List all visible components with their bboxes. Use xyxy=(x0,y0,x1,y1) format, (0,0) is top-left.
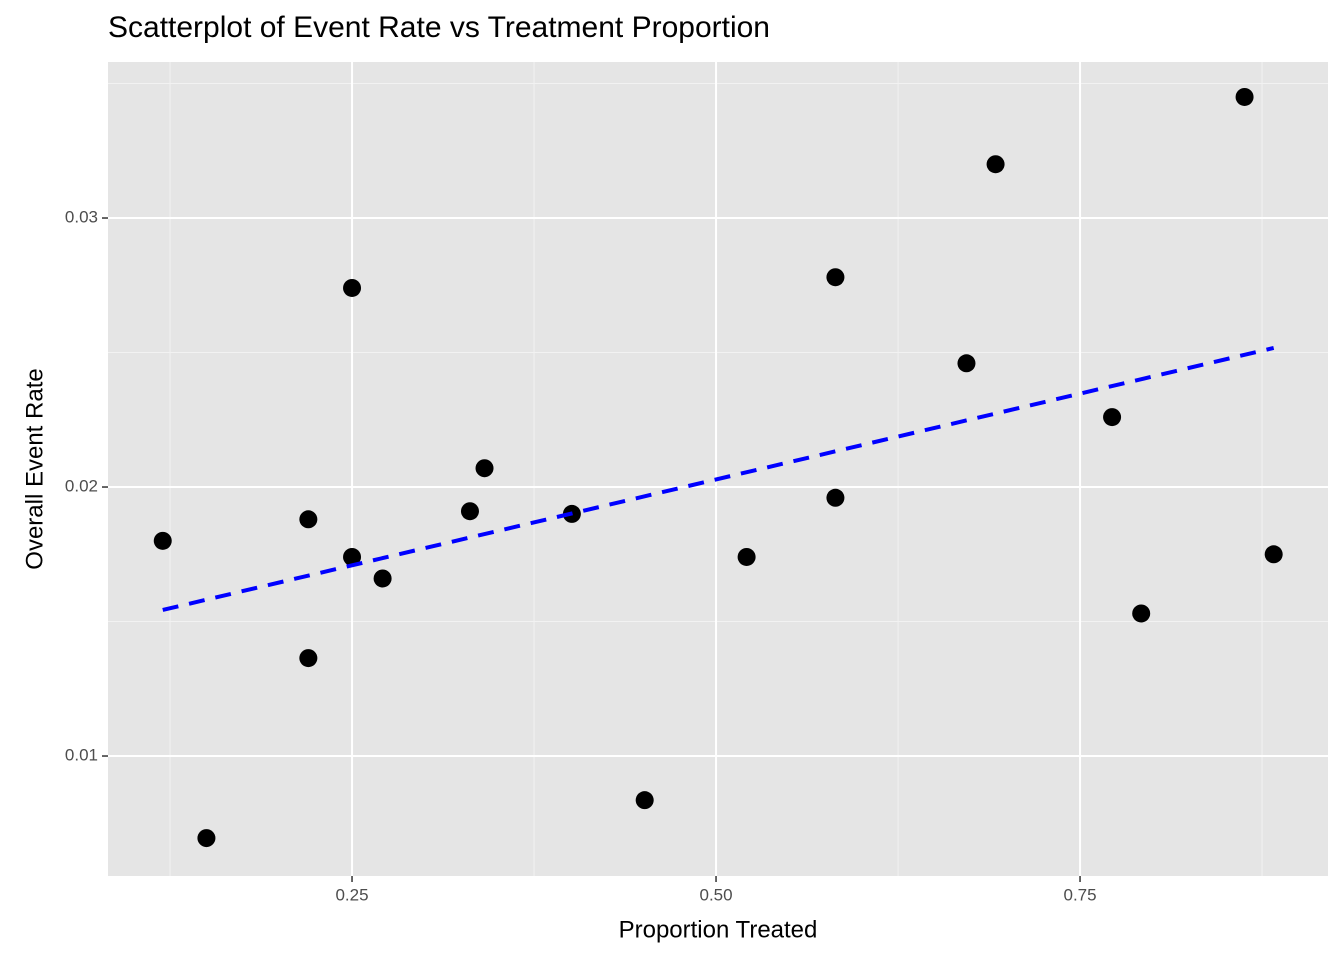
y-tick-label: 0.02 xyxy=(65,477,98,496)
x-tick-label: 0.75 xyxy=(1063,885,1096,904)
point xyxy=(1235,87,1254,106)
point xyxy=(1264,545,1283,564)
point xyxy=(635,791,654,810)
trend-line xyxy=(162,346,1275,612)
point xyxy=(373,569,392,588)
y-tick-label: 0.03 xyxy=(65,208,98,227)
x-axis-title: Proportion Treated xyxy=(619,916,818,943)
point xyxy=(460,502,479,521)
point xyxy=(343,547,362,566)
point xyxy=(1103,408,1122,427)
point xyxy=(986,155,1005,174)
point xyxy=(737,547,756,566)
x-tick-label: 0.25 xyxy=(335,885,368,904)
panel xyxy=(108,62,1328,876)
chart-title: Scatterplot of Event Rate vs Treatment P… xyxy=(108,11,770,44)
point xyxy=(475,459,494,478)
point xyxy=(826,488,845,507)
y-axis-title: Overall Event Rate xyxy=(21,368,48,569)
point xyxy=(153,531,172,550)
y-tick-label: 0.01 xyxy=(65,746,98,765)
point xyxy=(826,268,845,287)
point xyxy=(299,510,318,529)
point xyxy=(1132,604,1151,623)
point xyxy=(299,649,318,668)
point xyxy=(343,278,362,297)
x-tick-label: 0.50 xyxy=(699,885,732,904)
point xyxy=(957,354,976,373)
point xyxy=(197,829,216,848)
